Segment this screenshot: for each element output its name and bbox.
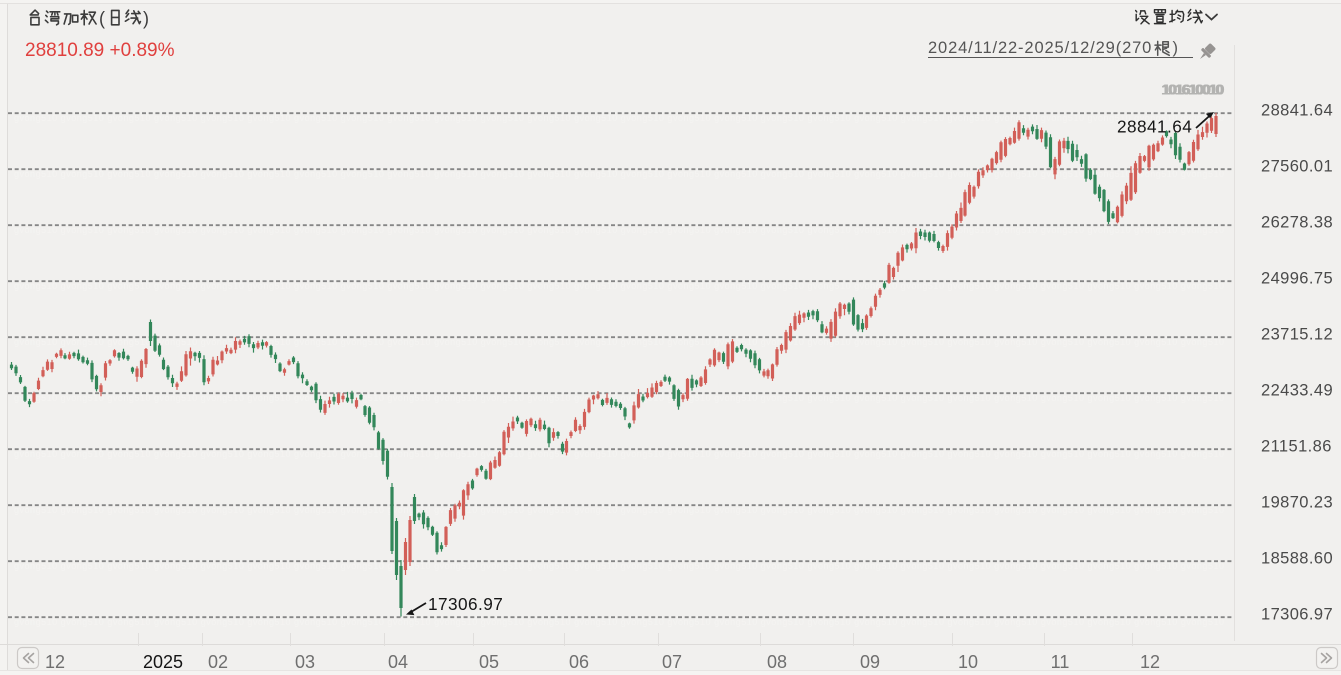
svg-text:22433.49: 22433.49 xyxy=(1261,382,1333,400)
svg-text:10: 10 xyxy=(958,652,978,672)
svg-text:gvong510 gvong510 gvong510 gvo: gvong510 gvong510 gvong510 gvong510 gvon… xyxy=(14,561,1224,571)
svg-text:18588.60: 18588.60 xyxy=(1261,550,1333,568)
svg-text:27560.01: 27560.01 xyxy=(1261,158,1333,176)
svg-text:28841.64: 28841.64 xyxy=(1261,102,1333,120)
svg-text:21151.86: 21151.86 xyxy=(1261,438,1332,456)
svg-text:26278.38: 26278.38 xyxy=(1261,214,1333,232)
svg-text:2025: 2025 xyxy=(143,652,183,672)
svg-text:09: 09 xyxy=(860,652,880,672)
svg-text:05: 05 xyxy=(479,652,499,672)
svg-text:12: 12 xyxy=(45,652,65,672)
svg-text:17306.97: 17306.97 xyxy=(428,594,503,614)
svg-text:07: 07 xyxy=(662,652,682,672)
svg-text:17306.97: 17306.97 xyxy=(1261,606,1333,624)
svg-text:28810.89 +0.89%: 28810.89 +0.89% xyxy=(25,40,175,61)
svg-text:gvong510 gvong510 gvong510 gvo: gvong510 gvong510 gvong510 gvong510 gvon… xyxy=(14,393,1224,403)
svg-text:gvong510 gvong510 gvong510 gvo: gvong510 gvong510 gvong510 gvong510 gvon… xyxy=(14,113,1224,123)
svg-text:19870.23: 19870.23 xyxy=(1261,494,1333,512)
svg-text:gvong510 gvong510 gvong510 gvo: gvong510 gvong510 gvong510 gvong510 gvon… xyxy=(14,225,1224,235)
svg-text:gvong510 gvong510 gvong510 gvo: gvong510 gvong510 gvong510 gvong510 gvon… xyxy=(14,337,1224,347)
svg-text:12: 12 xyxy=(1140,652,1160,672)
svg-text:03: 03 xyxy=(295,652,315,672)
svg-text:11: 11 xyxy=(1051,652,1070,672)
svg-text:23715.12: 23715.12 xyxy=(1261,326,1333,344)
svg-text:): ) xyxy=(143,9,149,29)
svg-text:08: 08 xyxy=(767,652,787,672)
svg-text:): ) xyxy=(1173,39,1179,57)
svg-text:04: 04 xyxy=(388,652,408,672)
svg-text:06: 06 xyxy=(569,652,589,672)
svg-text:(: ( xyxy=(99,9,105,29)
svg-text:02: 02 xyxy=(208,652,228,672)
svg-text:2024/11/22-2025/12/29(270: 2024/11/22-2025/12/29(270 xyxy=(928,39,1152,57)
svg-text:gvong510 gvong510 gvong510 gvo: gvong510 gvong510 gvong510 gvong510 gvon… xyxy=(14,505,1224,515)
svg-text:gvong510 gvong510 gvong510 gvo: gvong510 gvong510 gvong510 gvong510 gvon… xyxy=(14,169,1224,179)
svg-text:gvong510 gvong510 gvong510 gvo: gvong510 gvong510 gvong510 gvong510 gvon… xyxy=(14,617,1224,627)
svg-text:gvong510 gvong510 gvong510 gvo: gvong510 gvong510 gvong510 gvong510 gvon… xyxy=(14,281,1224,291)
svg-text:101610010: 101610010 xyxy=(1161,82,1223,99)
svg-text:24996.75: 24996.75 xyxy=(1261,270,1333,288)
svg-text:28841.64: 28841.64 xyxy=(1117,117,1192,137)
svg-text:101610010: 101610010 xyxy=(1162,82,1224,99)
svg-text:gvong510 gvong510 gvong510 gvo: gvong510 gvong510 gvong510 gvong510 gvon… xyxy=(14,449,1224,459)
svg-text:101610010: 101610010 xyxy=(1162,82,1224,99)
